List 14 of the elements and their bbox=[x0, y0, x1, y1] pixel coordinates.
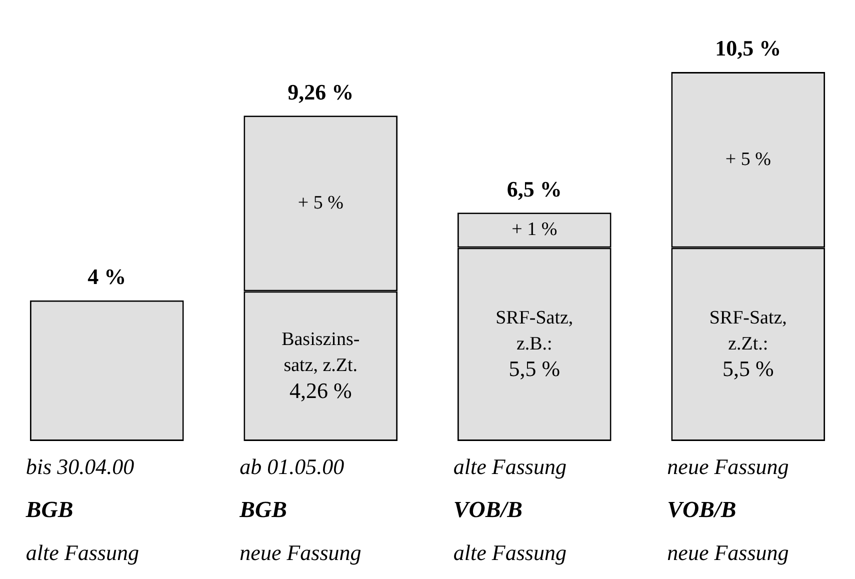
total-label: 10,5 % bbox=[715, 36, 782, 61]
total-label: 6,5 % bbox=[506, 176, 562, 202]
total-label: 9,26 % bbox=[288, 79, 354, 104]
data-label: SRF-Satz, z.Zt.: 5,5 % bbox=[709, 307, 787, 382]
x-tick-label: bis 30.04.00 BGB alte Fassung bbox=[24, 454, 139, 565]
x-tick-label: alte Fassung VOB/B alte Fassung bbox=[453, 454, 566, 565]
data-label: SRF-Satz, z.B.: 5,5 % bbox=[496, 307, 574, 382]
total-label: 4 % bbox=[88, 264, 126, 290]
x-tick-label: ab 01.05.00 BGB neue Fassung bbox=[238, 454, 362, 565]
data-label: + 5 % bbox=[725, 148, 772, 170]
data-label: + 1 % bbox=[512, 219, 558, 240]
data-label: Basiszins- satz, z.Zt. 4,26 % bbox=[282, 329, 360, 403]
data-label: + 5 % bbox=[298, 192, 344, 214]
x-tick-label: neue Fassung VOB/B neue Fassung bbox=[667, 454, 789, 565]
